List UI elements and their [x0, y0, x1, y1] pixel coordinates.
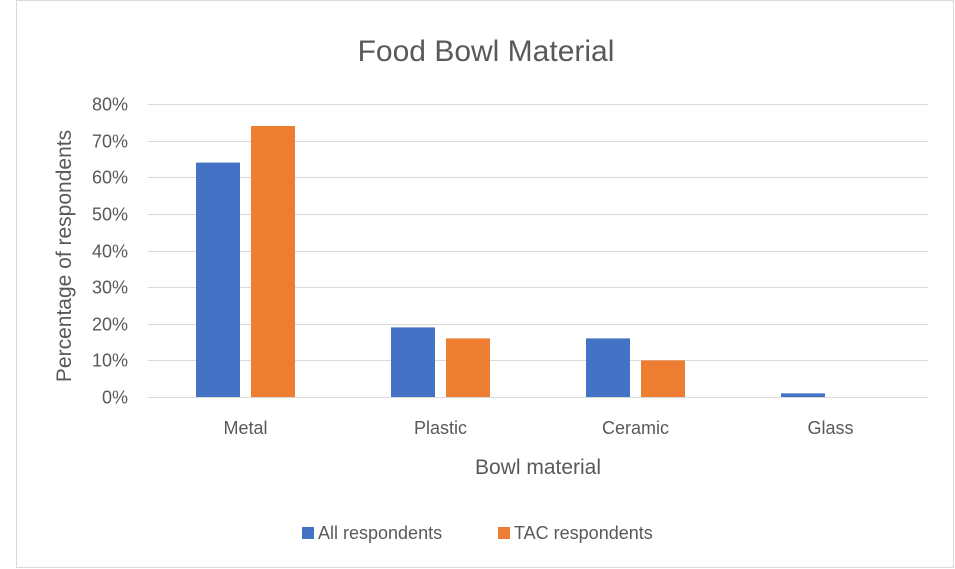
- chart-title: Food Bowl Material: [358, 35, 615, 68]
- y-tick-label: 10%: [92, 351, 128, 371]
- legend-swatch: [498, 527, 510, 539]
- y-tick-label: 0%: [102, 388, 128, 408]
- y-axis-title: Percentage of respondents: [53, 130, 76, 382]
- x-axis-tick-labels: Metal Plastic Ceramic Glass: [223, 418, 853, 438]
- x-tick-label: Metal: [223, 418, 267, 438]
- legend: All respondents TAC respondents: [302, 523, 653, 543]
- x-tick-label: Plastic: [414, 418, 467, 438]
- bar-metal-series-2: [251, 125, 295, 397]
- legend-label: All respondents: [318, 523, 442, 543]
- y-tick-label: 30%: [92, 278, 128, 298]
- y-tick-label: 50%: [92, 205, 128, 225]
- legend-label: TAC respondents: [514, 523, 653, 543]
- y-axis-tick-labels: 0% 10% 20% 30% 40% 50% 60% 70% 80%: [92, 95, 128, 408]
- chart-frame: [16, 0, 954, 568]
- bar-plastic-series-2: [446, 338, 490, 397]
- y-tick-label: 60%: [92, 168, 128, 188]
- x-axis-title: Bowl material: [475, 456, 601, 479]
- y-tick-label: 40%: [92, 242, 128, 262]
- bar-ceramic-series-2: [641, 360, 685, 397]
- y-tick-label: 70%: [92, 132, 128, 152]
- legend-swatch: [302, 527, 314, 539]
- x-tick-label: Glass: [807, 418, 853, 438]
- bar-glass-series-1: [781, 393, 825, 397]
- x-tick-label: Ceramic: [602, 418, 669, 438]
- bar-plastic-series-1: [391, 327, 435, 397]
- y-tick-label: 80%: [92, 95, 128, 115]
- bars: [196, 125, 825, 397]
- bar-ceramic-series-1: [586, 338, 630, 397]
- y-tick-label: 20%: [92, 315, 128, 335]
- bar-metal-series-1: [196, 162, 240, 397]
